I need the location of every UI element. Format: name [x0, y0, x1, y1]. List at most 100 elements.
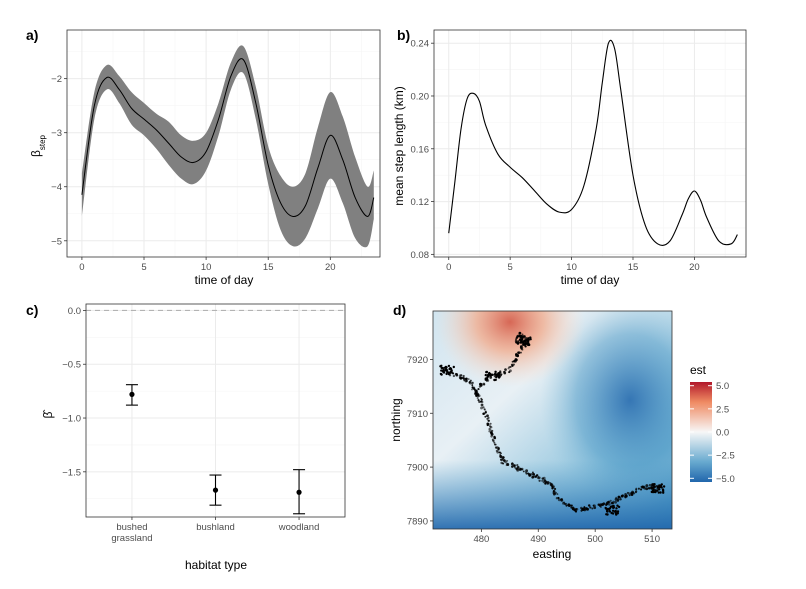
- panel-c-ylabel: β̂: [41, 410, 55, 419]
- gps-fix: [635, 487, 638, 490]
- gps-fix: [534, 475, 538, 478]
- gps-cluster-fix: [493, 378, 496, 382]
- gps-fix: [570, 504, 573, 507]
- gps-cluster-fix: [653, 485, 656, 488]
- gps-fix: [477, 388, 480, 391]
- gps-fix: [556, 493, 559, 496]
- gps-fix: [489, 425, 492, 428]
- gps-cluster-fix: [656, 489, 659, 492]
- gps-fix: [645, 487, 649, 491]
- gps-fix: [480, 383, 483, 387]
- panel-d-ytick-label: 7920: [407, 355, 428, 366]
- panel-d-ytick-label: 7890: [407, 516, 428, 527]
- gps-cluster-fix: [452, 365, 455, 369]
- gps-fix: [489, 431, 493, 435]
- heatmap-surface: [433, 311, 672, 529]
- gps-fix: [503, 371, 507, 374]
- gps-fix: [521, 333, 524, 336]
- gps-cluster-fix: [527, 342, 530, 345]
- gps-cluster-fix: [448, 371, 451, 374]
- panel-c-category-label: woodland: [278, 522, 320, 533]
- panel-a-ytick-label: −3: [51, 128, 62, 139]
- gps-fix: [587, 504, 591, 507]
- panel-c-category-label: bushed: [116, 522, 147, 533]
- gps-fix: [552, 490, 556, 493]
- gps-fix: [553, 487, 557, 491]
- gps-cluster-fix: [651, 483, 654, 486]
- panel-d-border: [432, 310, 673, 530]
- gps-fix: [481, 403, 484, 407]
- legend-colorbar: [690, 382, 712, 482]
- gps-fix: [520, 351, 522, 354]
- gps-fix: [468, 381, 471, 384]
- panel-c-xlabel: habitat type: [185, 558, 247, 572]
- panel-b-xtick-label: 10: [566, 262, 577, 273]
- gps-fix: [632, 491, 635, 494]
- gps-fix: [500, 373, 503, 376]
- gps-cluster-fix: [497, 373, 501, 376]
- gps-fix: [488, 427, 491, 431]
- gps-cluster-fix: [527, 337, 530, 340]
- panel-a-xtick-label: 20: [325, 262, 336, 273]
- panel-b-xtick-label: 0: [446, 262, 451, 273]
- gps-fix: [486, 414, 489, 418]
- gps-fix: [591, 507, 594, 510]
- gps-cluster-fix: [657, 491, 660, 494]
- gps-fix: [455, 373, 459, 377]
- gps-cluster-fix: [491, 373, 494, 376]
- gps-fix: [483, 408, 486, 411]
- gps-cluster-fix: [523, 339, 526, 342]
- gps-fix: [471, 388, 473, 391]
- gps-cluster-fix: [611, 505, 614, 508]
- gps-fix: [502, 462, 505, 465]
- error-bar: [293, 469, 306, 515]
- gps-fix: [465, 377, 468, 381]
- gps-cluster-fix: [662, 485, 666, 488]
- gps-fix: [501, 457, 505, 460]
- gps-cluster-fix: [614, 510, 617, 513]
- error-bar: [125, 384, 138, 406]
- gps-fix: [490, 435, 493, 438]
- legend-tick-label: 2.5: [716, 404, 729, 415]
- panel-d-xtick-label: 510: [644, 534, 660, 545]
- panel-b-xtick-label: 5: [508, 262, 513, 273]
- gps-fix: [536, 474, 539, 477]
- gps-fix: [510, 363, 513, 366]
- gps-cluster-fix: [519, 338, 522, 341]
- series-line: [81, 58, 375, 217]
- gps-fix: [551, 487, 554, 490]
- gps-fix: [645, 484, 649, 488]
- gps-fix: [628, 494, 631, 497]
- gps-fix: [484, 415, 487, 418]
- gps-fix: [475, 389, 478, 392]
- panel-b-ytick-label: 0.12: [411, 197, 430, 208]
- heatmap-cold-bottom: [433, 460, 672, 529]
- gps-cluster-fix: [654, 490, 657, 494]
- panel-b-ytick-label: 0.16: [411, 144, 430, 155]
- gps-fix: [634, 490, 638, 493]
- gps-fix: [614, 497, 618, 501]
- gps-cluster-fix: [611, 509, 615, 512]
- gps-cluster-fix: [519, 341, 522, 344]
- gps-fix: [541, 477, 545, 480]
- panel-a-ytick-label: −4: [51, 182, 62, 193]
- panel-b-letter: b): [397, 27, 410, 43]
- gps-fix: [497, 448, 500, 451]
- panel-c-ytick-label: −1.0: [62, 414, 81, 425]
- gps-fix: [464, 379, 468, 383]
- gps-fix: [498, 451, 501, 454]
- gps-cluster-fix: [520, 338, 524, 341]
- gps-fix: [480, 398, 484, 401]
- panel-a-xtick-label: 15: [263, 262, 274, 273]
- gps-fix: [640, 488, 643, 491]
- gps-fix: [525, 469, 529, 473]
- gps-fix: [486, 417, 489, 420]
- panel-c-letter: c): [26, 302, 38, 318]
- gps-fix: [499, 455, 503, 459]
- gps-fix: [518, 331, 522, 335]
- panel-c-category-label: grassland: [111, 533, 152, 544]
- gps-fix: [462, 374, 465, 378]
